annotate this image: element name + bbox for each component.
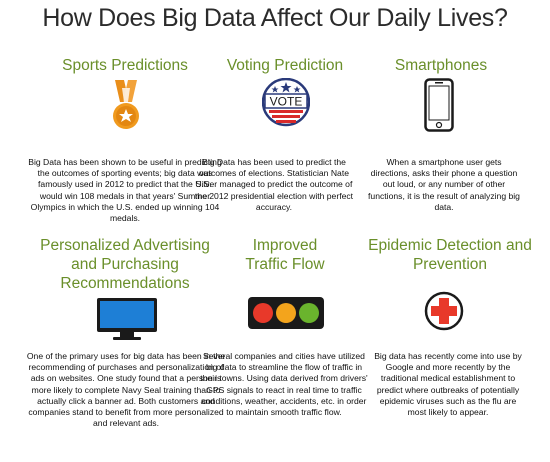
medal-icon [107,80,145,134]
card-body: Big Data has been shown to be useful in … [28,157,222,224]
card-heading-line: Traffic Flow [245,256,325,273]
card-heading-line: Improved [252,237,318,254]
card-epidemic-detection: Epidemic Detection and Prevention [360,236,540,274]
vote-badge-text: VOTE [270,95,303,109]
monitor-icon [96,297,158,341]
card-traffic-body: Several companies and cities have utiliz… [198,351,370,418]
card-heading-line: Recommendations [60,275,190,292]
card-voting-prediction: Voting Prediction [200,56,370,75]
card-heading: Personalized Advertising and Purchasing … [30,236,220,293]
card-sports-body: Big Data has been shown to be useful in … [26,157,224,224]
smartphone-icon [424,78,454,132]
card-heading: Voting Prediction [226,57,344,74]
card-heading-line: Prevention [412,256,488,273]
card-smartphones: Smartphones [356,56,526,75]
card-body: Big data has recently come into use by G… [374,351,522,418]
card-epidemic-body: Big data has recently come into use by G… [370,351,526,418]
card-heading-line: Epidemic Detection and [368,237,532,254]
card-smartphones-body: When a smartphone user gets directions, … [368,157,520,213]
card-heading: Smartphones [394,57,488,74]
card-heading: Improved Traffic Flow [210,236,360,274]
card-body: When a smartphone user gets directions, … [368,157,520,212]
card-heading: Epidemic Detection and Prevention [360,236,540,274]
card-body: One of the primary uses for big data has… [26,351,226,429]
card-voting-body: Big Data has been used to predict the ou… [193,157,355,213]
card-traffic-flow: Improved Traffic Flow [210,236,360,274]
card-advertising-body: One of the primary uses for big data has… [26,351,226,429]
card-sports-predictions: Sports Predictions [40,56,210,75]
card-heading-line: and Purchasing [71,256,179,273]
traffic-light-icon [247,296,325,330]
card-heading: Sports Predictions [62,57,188,74]
page-title: How Does Big Data Affect Our Daily Lives… [42,4,508,32]
card-body: Several companies and cities have utiliz… [200,351,368,418]
card-heading-line: Personalized Advertising [40,237,210,254]
card-personalized-advertising: Personalized Advertising and Purchasing … [30,236,220,293]
medical-cross-icon [424,291,464,331]
card-body: Big Data has been used to predict the ou… [194,157,354,212]
vote-badge-icon: VOTE [262,78,310,138]
